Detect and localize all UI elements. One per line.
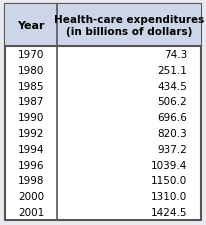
Text: 1985: 1985 — [18, 81, 44, 91]
Text: 1970: 1970 — [18, 50, 44, 60]
Text: 74.3: 74.3 — [164, 50, 187, 60]
Bar — [5, 5, 201, 47]
Text: 1150.0: 1150.0 — [151, 176, 187, 186]
Text: 1998: 1998 — [18, 176, 44, 186]
Text: 2001: 2001 — [18, 207, 44, 217]
Text: 1039.4: 1039.4 — [151, 160, 187, 170]
Text: 1996: 1996 — [18, 160, 44, 170]
Text: 434.5: 434.5 — [157, 81, 187, 91]
Text: 1987: 1987 — [18, 97, 44, 107]
Text: Health-care expenditures
(in billions of dollars): Health-care expenditures (in billions of… — [54, 15, 204, 37]
Text: 1992: 1992 — [18, 128, 44, 138]
Text: 1424.5: 1424.5 — [151, 207, 187, 217]
Text: Year: Year — [17, 21, 45, 31]
Text: 1980: 1980 — [18, 65, 44, 75]
Text: 1990: 1990 — [18, 113, 44, 123]
Text: 696.6: 696.6 — [157, 113, 187, 123]
Text: 1994: 1994 — [18, 144, 44, 154]
Text: 1310.0: 1310.0 — [151, 191, 187, 201]
Text: 2000: 2000 — [18, 191, 44, 201]
Text: 820.3: 820.3 — [157, 128, 187, 138]
Text: 937.2: 937.2 — [157, 144, 187, 154]
Text: 506.2: 506.2 — [157, 97, 187, 107]
Text: 251.1: 251.1 — [157, 65, 187, 75]
